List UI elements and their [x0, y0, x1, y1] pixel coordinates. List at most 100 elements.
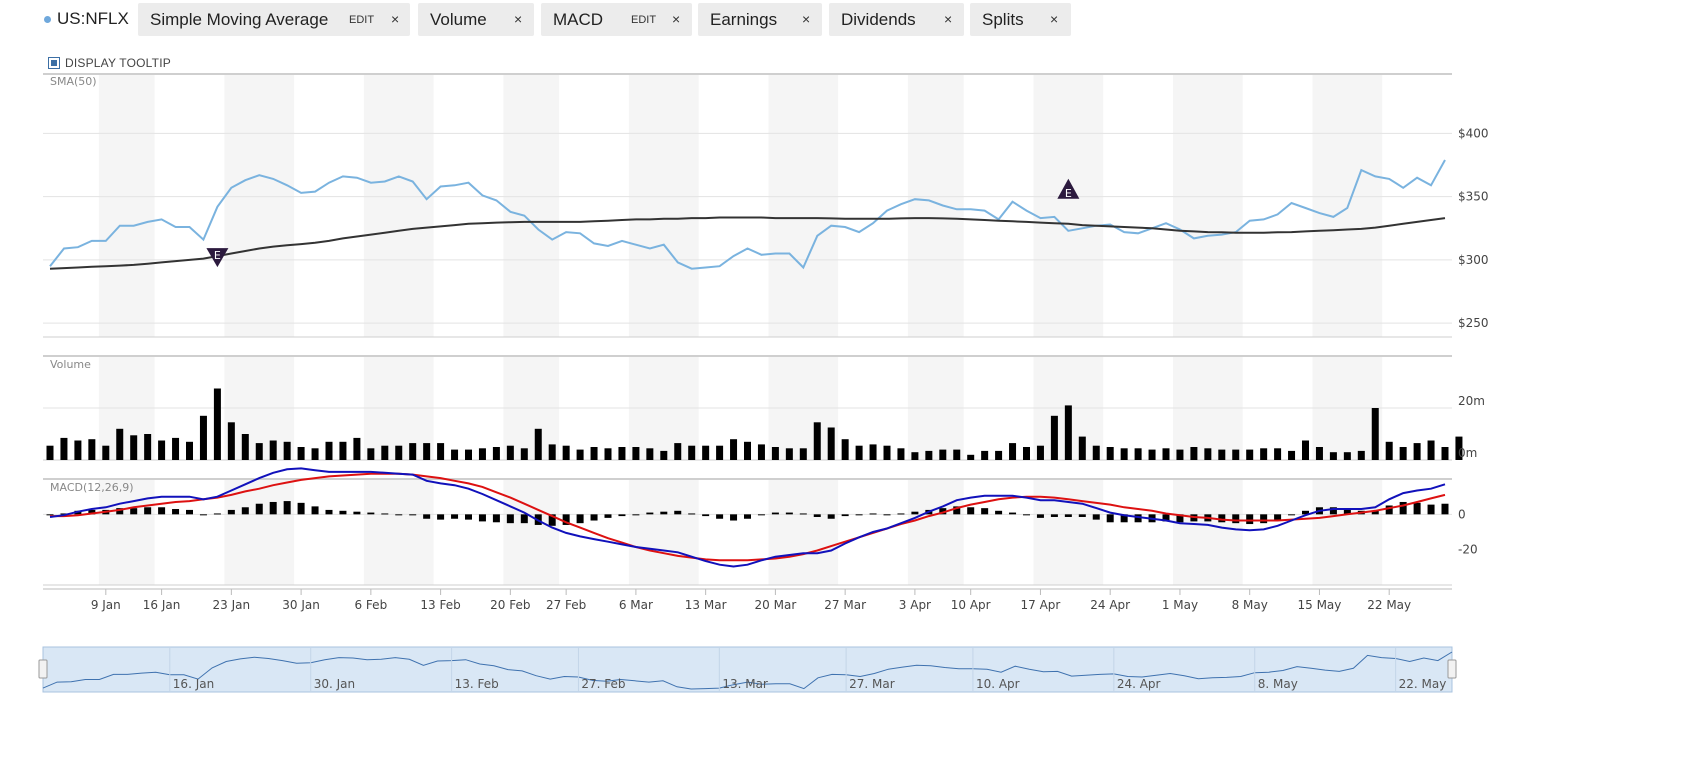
volume-bar — [883, 445, 891, 460]
macd-histogram-bar — [144, 507, 152, 515]
macd-histogram-bar — [1064, 514, 1072, 517]
x-tick-label: 16 Jan — [143, 598, 181, 612]
macd-histogram-bar — [116, 508, 124, 515]
chip-volume[interactable]: Volume × — [418, 3, 534, 36]
navigator-tick-label: 24. Apr — [1117, 677, 1161, 691]
week-band — [768, 479, 839, 585]
chip-simple-moving-average[interactable]: Simple Moving Average EDIT × — [138, 3, 410, 36]
macd-histogram-bar — [883, 514, 891, 516]
display-tooltip-toggle[interactable]: DISPLAY TOOLTIP — [48, 56, 171, 70]
volume-bar — [241, 434, 249, 460]
macd-histogram-bar — [548, 514, 556, 526]
volume-bar — [102, 445, 110, 460]
macd-histogram-bar — [46, 514, 54, 516]
volume-bar — [1385, 441, 1393, 460]
navigator-tick-label: 13. Feb — [455, 677, 499, 691]
close-icon[interactable]: × — [391, 11, 400, 27]
x-tick-label: 10 Apr — [951, 598, 991, 612]
volume-bar — [702, 445, 710, 460]
ticker-symbol[interactable]: US:NFLX — [44, 9, 129, 29]
volume-bar — [1204, 448, 1212, 460]
navigator-handle[interactable] — [1447, 659, 1457, 679]
volume-bar — [395, 445, 403, 460]
macd-histogram-bar — [1343, 509, 1351, 515]
volume-bar — [1357, 450, 1365, 460]
volume-bar — [953, 449, 961, 460]
macd-histogram-bar — [1218, 514, 1226, 523]
macd-histogram-bar — [88, 509, 96, 515]
macd-histogram-bar — [1260, 514, 1268, 524]
macd-histogram-bar — [1092, 514, 1100, 520]
volume-bar — [325, 441, 333, 460]
volume-bar — [283, 441, 291, 460]
volume-bar — [1427, 440, 1435, 460]
volume-panel-label: Volume — [50, 358, 91, 371]
close-icon[interactable]: × — [802, 11, 811, 27]
close-icon[interactable]: × — [672, 11, 681, 27]
indicator-toolbar: US:NFLX Simple Moving Average EDIT × Vol… — [0, 0, 1681, 40]
x-tick-label: 1 May — [1162, 598, 1198, 612]
macd-histogram-bar — [744, 514, 751, 519]
macd-histogram-bar — [311, 506, 319, 515]
x-tick-label: 17 Apr — [1021, 598, 1061, 612]
volume-bar — [255, 443, 263, 460]
chip-dividends[interactable]: Dividends × — [829, 3, 964, 36]
macd-histogram-bar — [604, 514, 612, 518]
gridlines — [43, 73, 1452, 586]
close-icon[interactable]: × — [1050, 11, 1059, 27]
volume-tick-label: 0m — [1458, 446, 1477, 460]
close-icon[interactable]: × — [514, 11, 523, 27]
volume-bar — [1288, 450, 1296, 460]
volume-bar — [213, 388, 221, 460]
volume-bar — [1036, 445, 1044, 460]
macd-histogram-bar — [757, 514, 765, 516]
chip-earnings[interactable]: Earnings × — [698, 3, 822, 36]
week-band — [503, 74, 560, 337]
volume-bar — [660, 450, 668, 460]
close-icon[interactable]: × — [944, 11, 953, 27]
week-band — [363, 479, 434, 585]
chip-macd[interactable]: MACD EDIT × — [541, 3, 692, 36]
macd-histogram-bar — [1134, 514, 1142, 523]
macd-histogram-bar — [60, 513, 68, 515]
volume-bar — [1260, 448, 1268, 460]
macd-histogram-bar — [395, 514, 403, 516]
macd-histogram-bar — [618, 514, 626, 517]
volume-bar — [925, 450, 933, 460]
navigator-tick-label: 10. Apr — [976, 677, 1020, 691]
earnings-marker-icon — [206, 248, 229, 268]
macd-histogram-bar — [841, 514, 849, 517]
volume-bar — [437, 443, 445, 460]
range-navigator[interactable]: 16. Jan 30. Jan 13. Feb 27. Feb 13. Mar 27. M… — [38, 646, 1457, 693]
volume-bar — [1064, 405, 1072, 460]
edit-sma-button[interactable]: EDIT — [349, 14, 375, 26]
volume-bar — [730, 439, 738, 460]
chip-splits[interactable]: Splits × — [970, 3, 1071, 36]
macd-histogram-bar — [576, 514, 584, 524]
macd-histogram-bar — [158, 507, 166, 515]
price-tick-label: $350 — [1458, 190, 1489, 204]
volume-bar — [674, 443, 682, 460]
navigator-handle[interactable] — [38, 659, 48, 679]
week-band — [1172, 479, 1243, 585]
volume-bar — [158, 440, 166, 460]
checkbox-checked-icon[interactable] — [48, 57, 60, 69]
macd-histogram-bar — [1274, 514, 1282, 520]
macd-histogram-bar — [478, 514, 486, 522]
edit-macd-button[interactable]: EDIT — [631, 14, 657, 26]
price-tick-label: $300 — [1458, 253, 1489, 267]
macd-histogram-bar — [967, 507, 975, 515]
display-tooltip-label: DISPLAY TOOLTIP — [65, 56, 171, 70]
volume-bar — [618, 447, 626, 460]
volume-bar — [311, 448, 319, 460]
macd-histogram-bar — [646, 512, 654, 515]
macd-histogram-bar — [1427, 504, 1435, 515]
macd-histogram-bar — [730, 514, 738, 521]
volume-bar — [841, 439, 849, 460]
volume-bar — [967, 454, 975, 460]
x-tick-label: 20 Feb — [490, 598, 530, 612]
volume-bar — [1441, 447, 1449, 460]
x-tick-label: 27 Mar — [824, 598, 866, 612]
macd-histogram-bar — [1036, 514, 1044, 518]
